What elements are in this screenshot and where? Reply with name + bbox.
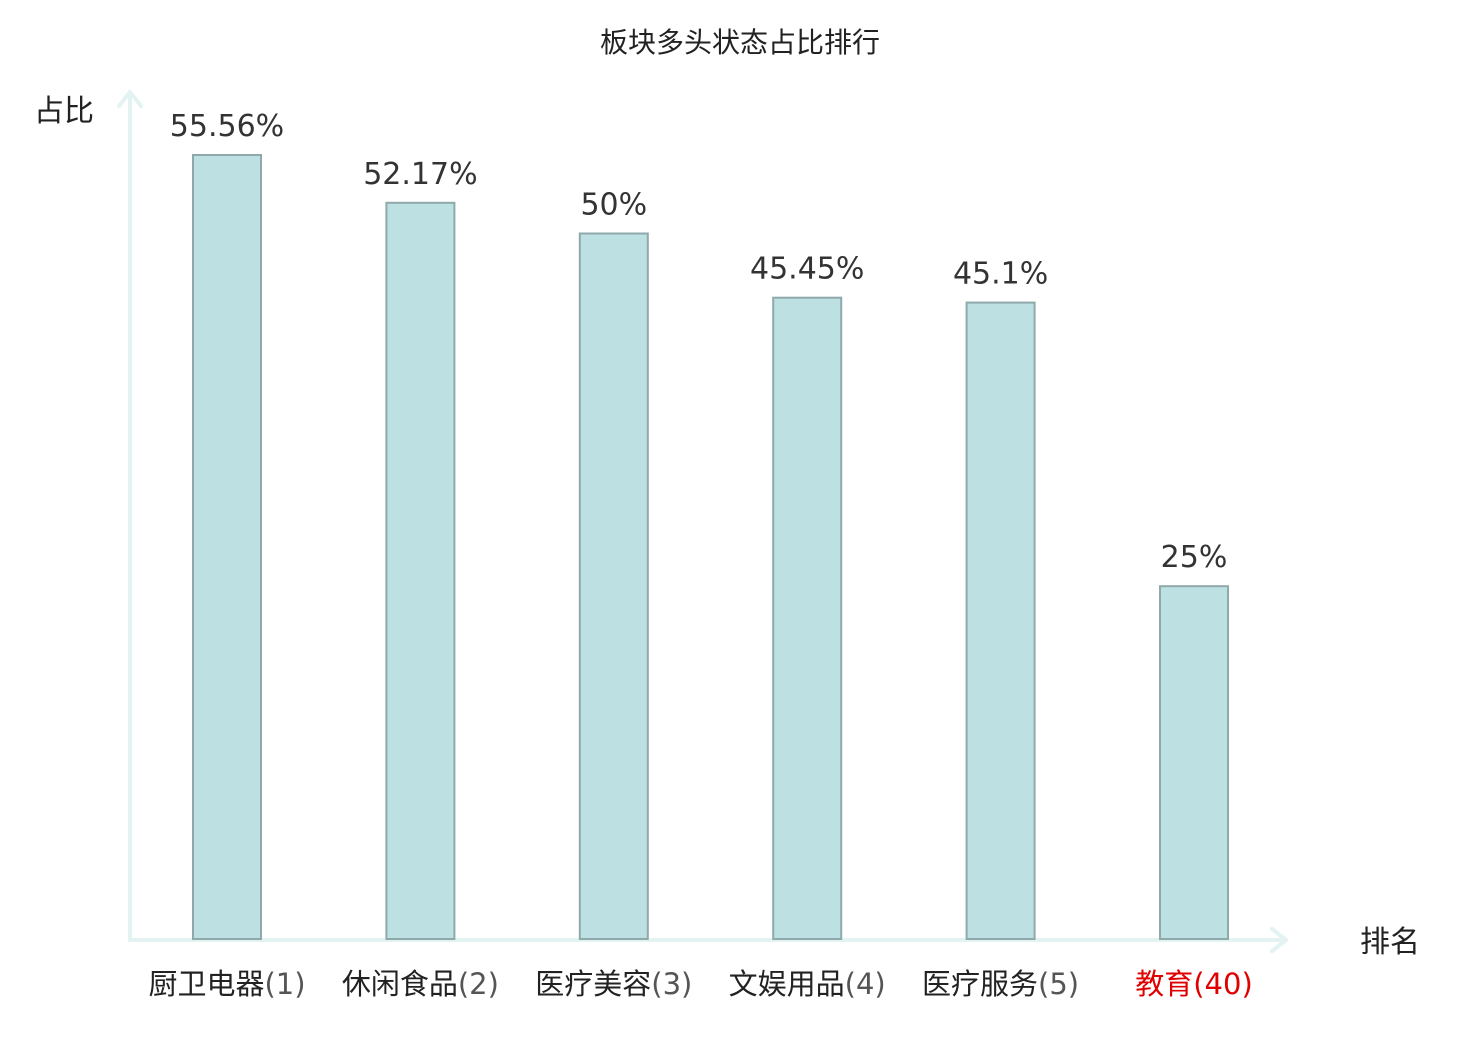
x-tick-label-4: 文娱用品(4) [729,967,886,1001]
x-tick-name: 教育 [1135,967,1193,1001]
x-tick-name: 厨卫电器 [148,967,264,1001]
value-label-1: 55.56% [170,109,284,144]
x-tick-name: 医疗美容 [535,967,651,1001]
bar-2 [385,201,456,941]
x-tick-rank: (40) [1193,967,1253,1001]
bar-1 [192,154,262,940]
x-axis-arrow [1270,927,1288,953]
value-label-5: 45.1% [953,257,1048,292]
x-tick-label-6: 教育(40) [1135,967,1253,1001]
y-axis-label: 占比 [34,94,94,129]
x-tick-name: 医疗服务 [922,967,1038,1001]
x-tick-label-5: 医疗服务(5) [922,967,1079,1001]
x-tick-rank: (1) [264,967,305,1001]
x-tick-name: 文娱用品 [729,967,845,1001]
x-tick-label-3: 医疗美容(3) [535,967,692,1001]
x-tick-rank: (4) [845,967,886,1001]
value-label-3: 50% [580,188,647,223]
category-labels-group: 厨卫电器(1) 休闲食品(2) 医疗美容(3) 文娱用品(4) 医疗服务(5) 教育(40… [148,967,1252,1001]
y-axis-arrow [117,90,143,108]
x-tick-label-2: 休闲食品(2) [342,967,499,1001]
axes [117,90,1288,953]
value-label-6: 25% [1161,540,1228,575]
value-label-2: 52.17% [363,157,477,192]
bar-5 [965,301,1036,941]
bar-4 [772,296,843,940]
x-tick-rank: (2) [458,967,499,1001]
bars-group [192,154,1229,941]
chart-title: 板块多头状态占比排行 [600,26,880,59]
value-label-4: 45.45% [750,252,864,287]
value-labels-group: 55.56% 52.17% 50% 45.45% 45.1% 25% [170,109,1228,575]
bar-3 [578,232,649,940]
bar-6 [1159,585,1229,940]
x-axis-label: 排名 [1360,925,1420,960]
x-tick-rank: (5) [1038,967,1079,1001]
x-tick-label-1: 厨卫电器(1) [148,967,305,1001]
x-tick-rank: (3) [651,967,692,1001]
x-tick-name: 休闲食品 [342,967,458,1001]
